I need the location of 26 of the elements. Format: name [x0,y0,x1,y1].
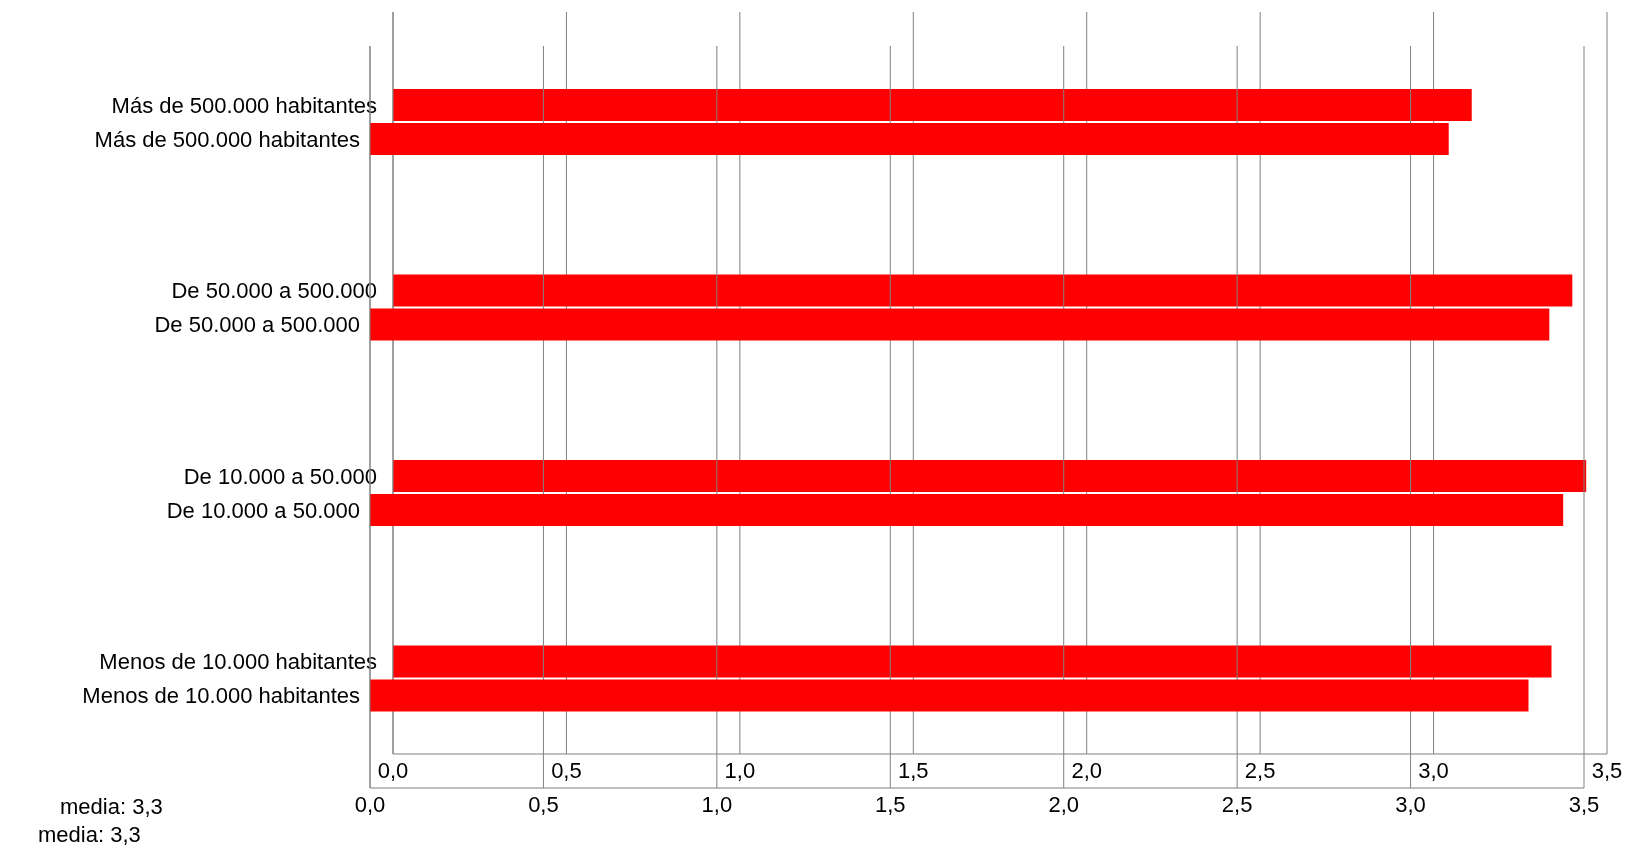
x-tick-label: 2,0 [1071,757,1103,783]
y-tick-label: De 10.000 a 50.000 [183,463,377,489]
x-tick-label: 0,5 [528,791,559,817]
x-tick-label: 3,5 [1568,791,1600,817]
x-tick-label: 1,0 [701,791,733,817]
x-tick-label: 2,5 [1221,791,1253,817]
x-tick-label: 1,5 [874,791,906,817]
x-tick-label: 3,0 [1418,757,1449,783]
x-tick-label: 0,0 [354,791,386,817]
y-tick-label: De 10.000 a 50.000 [166,497,360,523]
y-tick-label: Menos de 10.000 habitantes [82,683,360,709]
y-tick-label: Menos de 10.000 habitantes [99,649,377,675]
x-tick-label: 0,5 [551,757,582,783]
y-tick-label: Más de 500.000 habitantes [111,92,377,118]
y-tick-label: Más de 500.000 habitantes [94,126,360,152]
x-tick-label: 3,0 [1395,791,1426,817]
x-tick-label: 1,5 [897,757,929,783]
y-tick-label: De 50.000 a 500.000 [171,278,377,304]
text: media: 3,3 [38,822,141,848]
text: media: 3,3 [60,794,163,820]
x-tick-label: 2,0 [1048,791,1080,817]
x-tick-label: 1,0 [724,757,756,783]
x-tick-label: 2,5 [1244,757,1276,783]
x-tick-label: 3,5 [1591,757,1623,783]
y-tick-label: De 50.000 a 500.000 [154,312,360,338]
x-tick-label: 0,0 [377,757,409,783]
